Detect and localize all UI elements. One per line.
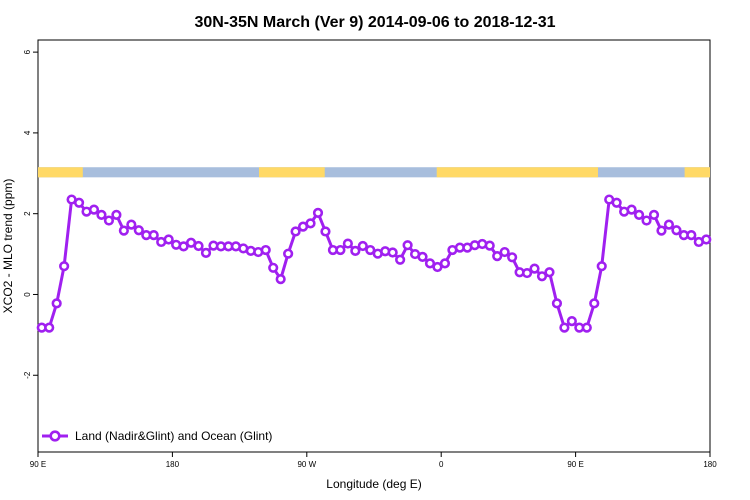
data-point: [395, 254, 406, 265]
data-point: [671, 225, 682, 236]
legend: Land (Nadir&Glint) and Ocean (Glint): [42, 429, 272, 443]
land-segment: [38, 167, 83, 178]
data-point: [439, 258, 451, 269]
data-point: [387, 247, 398, 258]
data-point: [484, 240, 495, 251]
data-point: [163, 234, 174, 245]
legend-label: Land (Nadir&Glint) and Ocean (Glint): [75, 429, 272, 443]
data-point: [126, 219, 137, 230]
data-point: [566, 316, 577, 327]
data-point: [551, 298, 563, 309]
data-point: [641, 215, 652, 226]
land-ocean-strip: [38, 167, 710, 178]
x-tick-label: 90 W: [297, 460, 316, 469]
land-segment: [259, 167, 325, 178]
plot-frame: [37, 39, 711, 453]
data-point: [499, 246, 510, 258]
data-point: [633, 209, 645, 220]
data-point: [492, 250, 503, 262]
y-axis-label: XCO2 - MLO trend (ppm): [1, 179, 15, 314]
data-point: [656, 225, 667, 236]
y-axis: -2 0 2 4 6: [23, 49, 38, 379]
data-point: [536, 271, 548, 282]
data-point: [701, 234, 712, 245]
data-point: [417, 251, 428, 263]
y-tick-label: 2: [23, 211, 32, 216]
data-point: [312, 207, 324, 218]
data-point: [283, 248, 294, 259]
data-point: [200, 247, 212, 258]
legend-marker: [49, 430, 61, 442]
x-tick-label: 180: [166, 460, 180, 469]
y-tick-label: 4: [23, 130, 32, 135]
data-point: [178, 241, 189, 252]
data-point: [193, 240, 204, 252]
data-point: [148, 229, 159, 241]
data-point: [626, 204, 637, 215]
data-point: [88, 204, 100, 215]
data-point: [663, 219, 675, 230]
x-tick-label: 90 E: [30, 460, 46, 469]
x-axis-label: Longitude (deg E): [326, 477, 421, 491]
x-tick-label: 0: [439, 460, 444, 469]
data-point: [118, 225, 129, 236]
data-point: [275, 274, 286, 285]
data-point: [342, 238, 353, 249]
data-point: [73, 197, 85, 208]
data-point: [424, 258, 436, 269]
chart-title: 30N-35N March (Ver 9) 2014-09-06 to 2018…: [194, 14, 555, 31]
x-axis: 90 E 180 90 W 0 90 E 180: [30, 452, 717, 469]
data-point: [529, 263, 540, 274]
y-tick-label: 6: [23, 49, 32, 54]
land-segment: [436, 167, 598, 178]
data-point: [544, 267, 555, 278]
data-point: [103, 215, 115, 226]
land-segment: [684, 167, 710, 178]
x-tick-label: 90 E: [567, 460, 583, 469]
data-point: [305, 218, 316, 229]
series-line: [41, 198, 707, 330]
data-point: [357, 240, 368, 252]
data-point: [365, 244, 376, 256]
y-tick-label: -2: [23, 371, 32, 379]
data-point: [507, 252, 518, 263]
data-point: [290, 226, 301, 237]
data-point: [596, 261, 607, 272]
data-point: [96, 209, 107, 220]
data-point: [111, 209, 122, 220]
data-point: [432, 261, 443, 273]
data-point: [59, 261, 70, 272]
data-point: [648, 209, 660, 220]
data-point: [51, 298, 62, 309]
data-point: [335, 244, 346, 256]
data-point: [268, 262, 279, 273]
series-points: [36, 194, 712, 333]
data-point: [521, 267, 533, 279]
data-point: [611, 197, 622, 208]
data-point: [589, 298, 600, 309]
x-tick-label: 180: [703, 460, 717, 469]
data-point: [260, 244, 271, 256]
data-point: [686, 229, 697, 241]
ocean-band: [38, 167, 710, 178]
data-point: [581, 322, 592, 333]
data-point: [402, 240, 413, 251]
data-point: [350, 245, 361, 256]
data-point: [320, 226, 331, 237]
data-point: [44, 322, 55, 333]
data-point: [559, 322, 570, 333]
y-tick-label: 0: [23, 292, 32, 297]
data-point: [133, 225, 144, 236]
